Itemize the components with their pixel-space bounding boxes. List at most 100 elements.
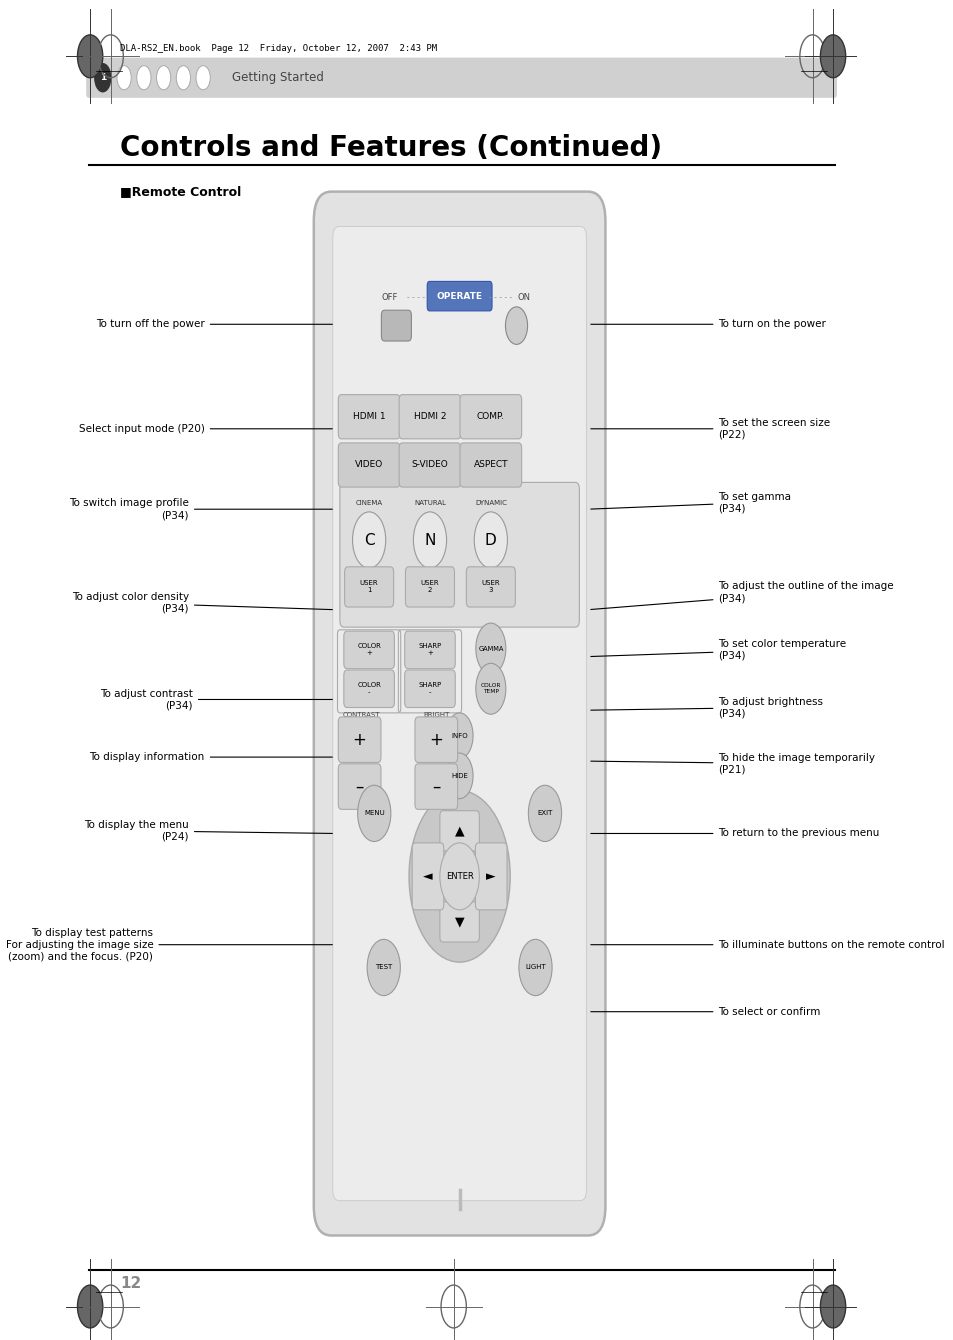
Text: To turn off the power: To turn off the power — [96, 319, 332, 330]
Text: GAMMA: GAMMA — [477, 646, 503, 651]
Text: ■Remote Control: ■Remote Control — [120, 185, 241, 198]
FancyBboxPatch shape — [398, 444, 460, 488]
Circle shape — [439, 843, 478, 910]
Text: COLOR
+: COLOR + — [356, 643, 380, 657]
Text: To set color temperature
(P34): To set color temperature (P34) — [590, 639, 845, 661]
Text: +: + — [353, 730, 366, 749]
Circle shape — [528, 785, 561, 842]
Text: INFO: INFO — [451, 733, 467, 738]
Text: To hide the image temporarily
(P21): To hide the image temporarily (P21) — [590, 753, 875, 775]
Text: MENU: MENU — [363, 811, 384, 816]
Circle shape — [474, 512, 507, 568]
Circle shape — [353, 512, 385, 568]
Text: TEST: TEST — [375, 965, 392, 970]
Text: –: – — [355, 777, 363, 796]
FancyBboxPatch shape — [338, 717, 380, 762]
FancyBboxPatch shape — [381, 311, 411, 342]
Circle shape — [820, 1285, 844, 1328]
Text: To display the menu
(P24): To display the menu (P24) — [84, 820, 332, 842]
Text: To adjust brightness
(P34): To adjust brightness (P34) — [590, 697, 822, 718]
Circle shape — [413, 512, 446, 568]
FancyBboxPatch shape — [343, 631, 394, 669]
Circle shape — [156, 66, 171, 90]
Text: To set gamma
(P34): To set gamma (P34) — [590, 492, 791, 513]
FancyBboxPatch shape — [415, 717, 457, 762]
Text: EXIT: EXIT — [537, 811, 552, 816]
Circle shape — [357, 785, 391, 842]
FancyBboxPatch shape — [405, 567, 454, 607]
Circle shape — [367, 939, 400, 996]
Text: ▼: ▼ — [455, 915, 464, 929]
Text: VIDEO: VIDEO — [355, 461, 383, 469]
Text: To adjust contrast
(P34): To adjust contrast (P34) — [100, 689, 332, 710]
Text: USER
3: USER 3 — [481, 580, 499, 594]
Circle shape — [195, 66, 210, 90]
Circle shape — [446, 713, 473, 758]
Circle shape — [77, 1285, 103, 1328]
Text: Controls and Features (Continued): Controls and Features (Continued) — [120, 134, 661, 162]
FancyBboxPatch shape — [314, 192, 605, 1235]
FancyBboxPatch shape — [338, 764, 380, 809]
FancyBboxPatch shape — [339, 482, 578, 627]
FancyBboxPatch shape — [459, 395, 521, 440]
FancyBboxPatch shape — [343, 670, 394, 708]
Text: To illuminate buttons on the remote control: To illuminate buttons on the remote cont… — [590, 939, 944, 950]
FancyBboxPatch shape — [412, 843, 443, 910]
Circle shape — [136, 66, 151, 90]
FancyBboxPatch shape — [333, 226, 586, 1201]
Circle shape — [518, 939, 552, 996]
Circle shape — [409, 791, 510, 962]
Circle shape — [820, 35, 844, 78]
FancyBboxPatch shape — [86, 58, 836, 98]
Text: N: N — [424, 532, 436, 548]
Text: NATURAL: NATURAL — [414, 500, 445, 505]
Text: COLOR
TEMP: COLOR TEMP — [480, 683, 500, 694]
Text: ENTER: ENTER — [445, 872, 473, 880]
Text: D: D — [484, 532, 497, 548]
FancyBboxPatch shape — [404, 670, 455, 708]
Text: - - - - -: - - - - - — [489, 293, 512, 302]
Text: COLOR
-: COLOR - — [356, 682, 380, 695]
Circle shape — [476, 623, 505, 674]
FancyBboxPatch shape — [344, 567, 394, 607]
Text: CINEMA: CINEMA — [355, 500, 382, 505]
FancyBboxPatch shape — [439, 811, 478, 851]
Text: To display information: To display information — [90, 752, 332, 762]
Text: DYNAMIC: DYNAMIC — [475, 500, 506, 505]
FancyBboxPatch shape — [427, 281, 492, 311]
Text: SHARP
-: SHARP - — [418, 682, 441, 695]
FancyBboxPatch shape — [475, 843, 506, 910]
Text: HIDE: HIDE — [451, 773, 468, 779]
FancyBboxPatch shape — [439, 902, 478, 942]
Text: SHARP
+: SHARP + — [418, 643, 441, 657]
Text: BRIGHT: BRIGHT — [423, 712, 449, 717]
Text: To turn on the power: To turn on the power — [590, 319, 825, 330]
FancyBboxPatch shape — [466, 567, 515, 607]
Text: OPERATE: OPERATE — [436, 292, 482, 300]
Text: To adjust the outline of the image
(P34): To adjust the outline of the image (P34) — [590, 582, 893, 610]
Text: HDMI 2: HDMI 2 — [414, 413, 446, 421]
Text: To set the screen size
(P22): To set the screen size (P22) — [590, 418, 830, 440]
FancyBboxPatch shape — [338, 444, 399, 488]
FancyBboxPatch shape — [338, 395, 399, 440]
Text: To switch image profile
(P34): To switch image profile (P34) — [69, 498, 332, 520]
Circle shape — [94, 63, 112, 92]
Text: COMP.: COMP. — [476, 413, 504, 421]
Text: CONTRAST: CONTRAST — [342, 712, 379, 717]
Text: S-VIDEO: S-VIDEO — [411, 461, 448, 469]
Text: HDMI 1: HDMI 1 — [353, 413, 385, 421]
Text: To adjust color density
(P34): To adjust color density (P34) — [71, 592, 332, 614]
FancyBboxPatch shape — [415, 764, 457, 809]
Text: ▲: ▲ — [455, 824, 464, 838]
Text: To select or confirm: To select or confirm — [590, 1006, 820, 1017]
Text: To return to the previous menu: To return to the previous menu — [590, 828, 879, 839]
Circle shape — [476, 663, 505, 714]
Text: –: – — [432, 777, 440, 796]
Text: C: C — [363, 532, 374, 548]
Text: +: + — [429, 730, 443, 749]
Text: ASPECT: ASPECT — [473, 461, 508, 469]
Text: - - - - -: - - - - - — [407, 293, 430, 302]
Text: Select input mode (P20): Select input mode (P20) — [79, 423, 332, 434]
Text: OFF: OFF — [381, 293, 397, 302]
Text: 12: 12 — [120, 1276, 141, 1292]
